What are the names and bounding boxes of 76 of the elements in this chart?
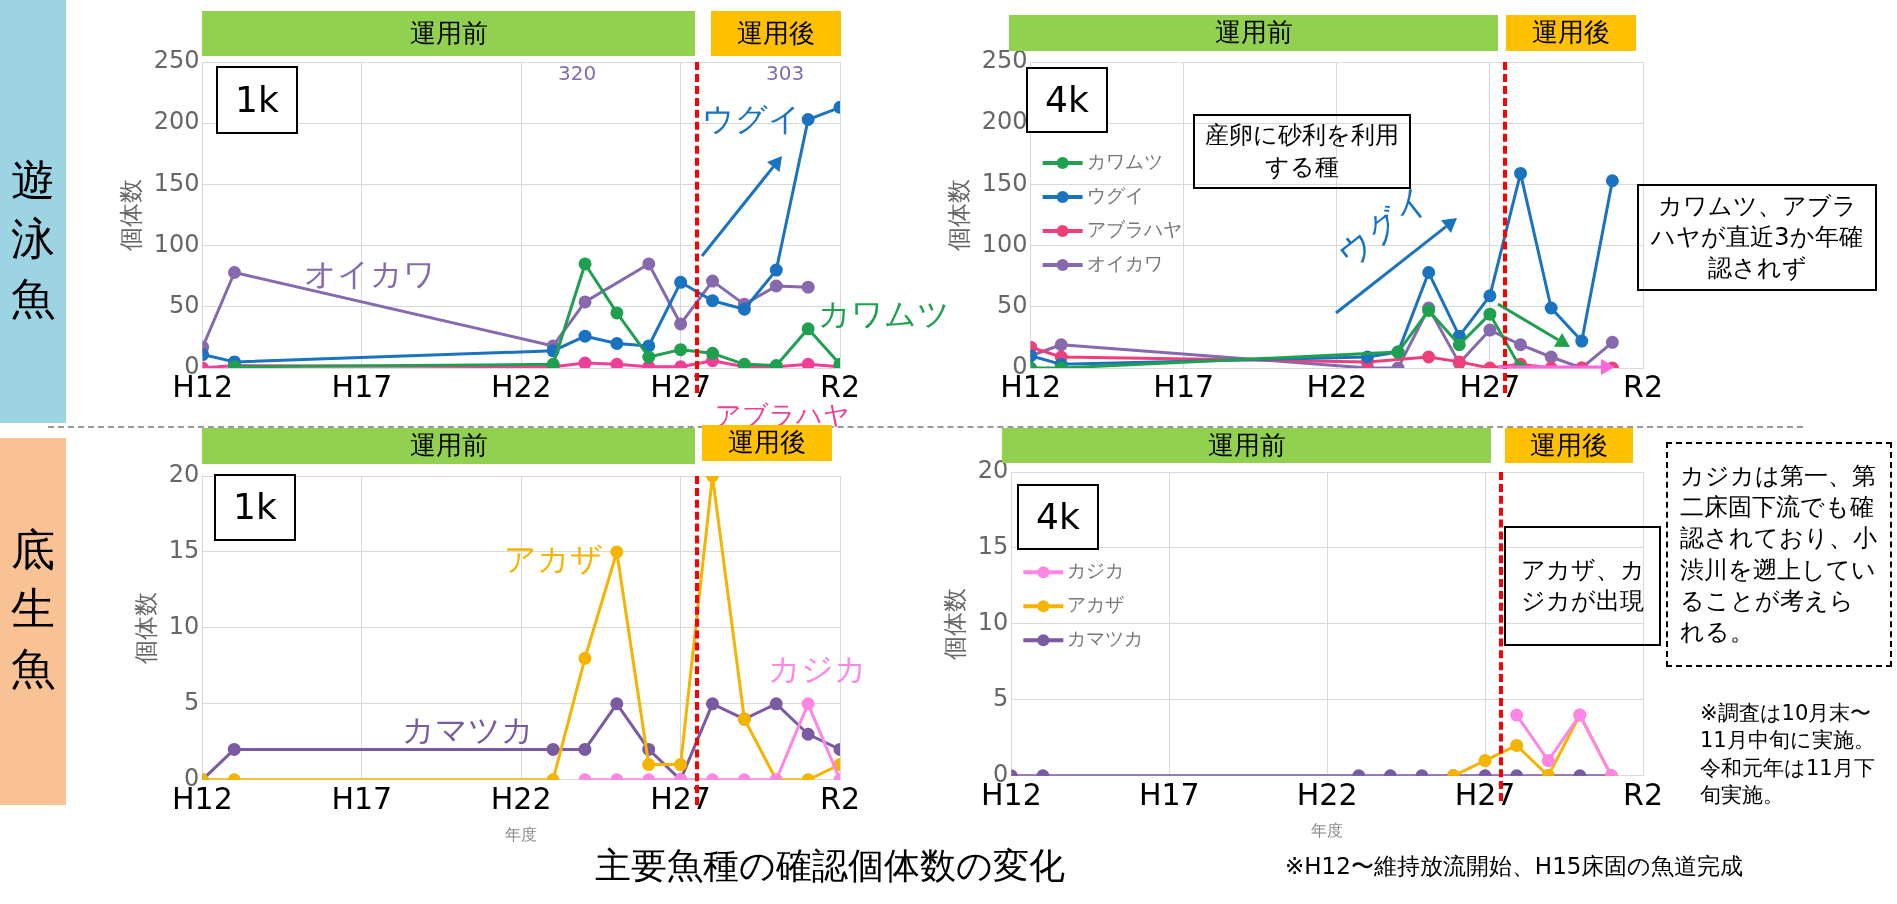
y-axis-title: 個体数 (944, 179, 973, 251)
y-tick-label: 5 (993, 684, 1009, 713)
text: 遊泳魚 (10, 153, 56, 326)
legend-label: アカザ (1067, 593, 1125, 616)
text: 運用前 (202, 11, 695, 56)
text: 運用後 (1506, 15, 1636, 51)
y-axis-title: 個体数 (131, 591, 160, 664)
y-tick-label: 250 (153, 46, 200, 75)
legend-label: アブラハヤ (1086, 217, 1182, 240)
y-tick-label: 50 (169, 291, 200, 320)
annotation: 1k (216, 66, 298, 134)
x-tick-label: H22 (490, 780, 552, 816)
x-tick-label: H17 (331, 780, 393, 816)
x-tick-label: H17 (1153, 368, 1215, 404)
x-tick-label: H27 (1459, 368, 1521, 404)
y-axis-title: 個体数 (940, 587, 969, 660)
annotation: 産卵に砂利を利用する種 (1193, 114, 1411, 189)
annotation: 320 (558, 60, 597, 86)
legend-label: カマツカ (1067, 627, 1144, 650)
y-axis-title: 個体数 (116, 179, 145, 251)
y-tick-label: 150 (981, 168, 1028, 197)
text: 運用前 (1207, 429, 1286, 460)
y-tick-label: 20 (977, 456, 1009, 485)
y-tick-label: 20 (168, 460, 200, 489)
y-tick-label: 10 (168, 612, 200, 641)
series-label: アカザ (504, 540, 603, 578)
x-tick-label: H17 (331, 368, 393, 404)
x-tick-label: R2 (820, 780, 860, 816)
legend-label: ウグイ (1086, 183, 1144, 206)
y-tick-label: 200 (981, 107, 1028, 136)
y-tick-label: 10 (977, 608, 1009, 637)
annotation: 303 (766, 60, 805, 86)
y-tick-label: 150 (153, 168, 200, 197)
legend-label: カジカ (1067, 559, 1125, 582)
text: 運用前 (1214, 17, 1293, 48)
x-axis-title: 年度 (1311, 820, 1344, 840)
x-tick-label: H17 (1138, 776, 1200, 812)
text: 運用後 (702, 425, 832, 461)
x-tick-label: H27 (1454, 776, 1516, 812)
x-tick-label: H27 (650, 780, 711, 816)
x-tick-label: H27 (650, 368, 712, 404)
y-tick-label: 100 (981, 229, 1028, 258)
text: 運用後 (1505, 428, 1633, 463)
series-label: カワムツ (818, 295, 950, 333)
x-tick-label: R2 (820, 368, 860, 404)
y-tick-label: 100 (153, 229, 200, 258)
text: 運用前 (202, 428, 695, 464)
text: ※H12〜維持放流開始、H15床固の魚道完成 (1285, 852, 1745, 881)
annotation: 1k (214, 474, 296, 541)
x-tick-label: H22 (490, 368, 552, 404)
text: 運用後 (711, 11, 841, 56)
series-label: オイカワ (304, 255, 436, 293)
y-tick-label: 50 (997, 291, 1028, 320)
annotation: アカザ、カジカが出現 (1504, 526, 1661, 646)
text: ※調査は10月末〜11月中旬に実施。令和元年は11月下旬実施。 (1700, 700, 1876, 809)
y-tick-label: 15 (977, 532, 1009, 561)
text: カジカは第一、第二床固下流でも確認されており、小渋川を遡上していることが考えられる。 (1666, 442, 1892, 667)
y-tick-label: 15 (168, 536, 200, 565)
legend-label: オイカワ (1086, 251, 1163, 274)
series-label: ウグイ (702, 100, 801, 138)
annotation: 4k (1026, 67, 1108, 133)
x-tick-label: H22 (1296, 776, 1358, 812)
series-label: カジカ (768, 650, 867, 688)
x-tick-label: H22 (1306, 368, 1368, 404)
x-axis-title: 年度 (505, 824, 538, 844)
series-label: カマツカ (402, 711, 534, 749)
legend-label: カワムツ (1086, 149, 1163, 172)
x-tick-label: R2 (1623, 368, 1663, 404)
y-tick-label: 5 (184, 688, 200, 717)
x-tick-label: R2 (1623, 776, 1663, 812)
y-tick-label: 200 (153, 107, 200, 136)
y-tick-label: 250 (981, 46, 1028, 75)
text: カワムツ、アブラハヤが直近3か年確認されず (1637, 184, 1877, 291)
text: 底生魚 (10, 523, 56, 696)
annotation: 4k (1017, 484, 1099, 550)
text: 主要魚種の確認個体数の変化 (594, 844, 1066, 888)
